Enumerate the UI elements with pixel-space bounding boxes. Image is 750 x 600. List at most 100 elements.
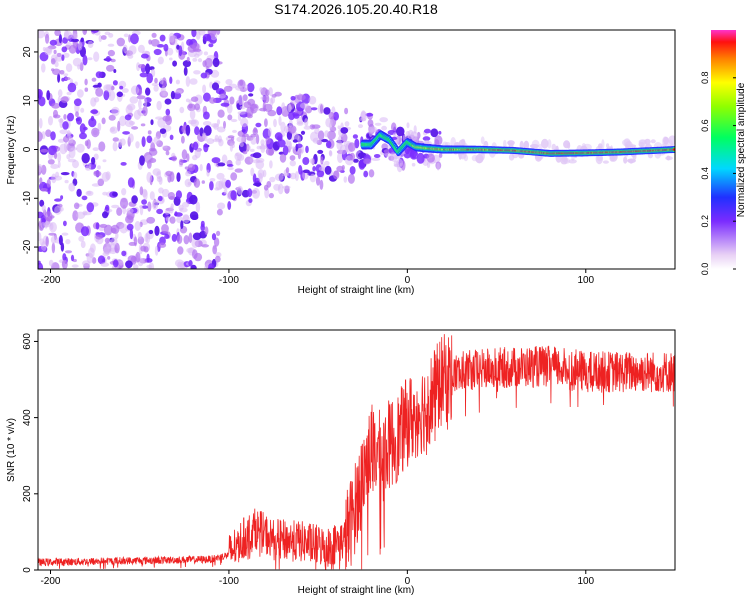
spectrogram-cell: [154, 225, 160, 236]
spectrogram-cell: [270, 96, 276, 104]
spectrogram-cell: [161, 224, 169, 234]
spectrogram-cell: [192, 249, 198, 260]
spectrogram-cell: [192, 141, 199, 151]
spectrogram-cell: [390, 152, 395, 156]
spectrogram-cell: [180, 220, 184, 230]
spectrogram-cell: [268, 192, 274, 199]
spectrogram-cell: [285, 139, 289, 146]
spectrogram-cell: [129, 228, 134, 240]
spectrogram-cell: [348, 142, 356, 152]
spectrogram-cell: [46, 90, 51, 101]
spectrogram-cell: [174, 212, 183, 217]
colorbar-tick-label: 0.0: [700, 263, 710, 276]
spectrogram-cell: [215, 88, 225, 95]
spectrogram-cell: [169, 76, 173, 84]
spectrogram-cell: [187, 163, 196, 172]
colorbar-label: Normalized spectral amplitude: [736, 82, 747, 217]
spectrogram-cell: [250, 133, 257, 138]
spectrogram-cell: [68, 136, 74, 144]
spectrogram-cell: [349, 152, 356, 161]
spectrogram-cell: [551, 143, 557, 151]
spectrogram-cell: [203, 92, 211, 102]
spectrogram-cell: [64, 179, 69, 184]
spectrogram-cell: [319, 104, 324, 114]
colorbar-tick-label: 0.8: [700, 72, 710, 85]
spectrogram-cell: [290, 96, 296, 101]
spectrogram-cell: [72, 57, 82, 67]
spectrogram-cell: [78, 235, 85, 242]
ytick-label: -10: [22, 191, 33, 206]
spectrogram-cell: [256, 145, 262, 150]
ytick-label: -20: [22, 239, 33, 254]
spectrogram-cell: [66, 91, 72, 96]
spectrogram-cell: [327, 130, 336, 140]
spectrogram-cell: [63, 52, 70, 58]
spectrogram-cell: [108, 114, 116, 121]
spectrogram-cell: [50, 235, 57, 244]
spectrogram-cell: [343, 176, 348, 183]
spectrogram-cell: [68, 182, 76, 192]
spectrogram-cell: [627, 158, 636, 164]
spectrogram-cell: [250, 104, 258, 114]
spectrogram-cell: [118, 260, 124, 266]
spectrogram-cell: [324, 165, 332, 175]
snr-xlabel: Height of straight line (km): [298, 585, 415, 596]
spectrogram-cell: [179, 106, 185, 114]
spectrogram-cell: [121, 88, 129, 93]
spectrogram-cell: [165, 108, 171, 116]
spectrogram-cell: [246, 114, 253, 119]
spectrogram-cell: [152, 168, 161, 176]
spectrogram-cell: [288, 119, 293, 128]
spectrogram-cell: [311, 107, 318, 111]
spectrogram-cell: [119, 197, 129, 209]
spectrogram-cell: [235, 85, 243, 91]
spectrogram-cell: [416, 152, 425, 164]
spectrogram-cell: [164, 98, 172, 105]
spectrogram-cell: [312, 137, 319, 144]
spectrogram-cell: [79, 123, 86, 134]
spectrogram-cell: [88, 117, 97, 128]
spectrogram-cell: [91, 30, 99, 33]
spectrogram-cell: [90, 109, 99, 114]
spectrogram-cell: [63, 114, 67, 120]
spectrogram-cell: [582, 143, 592, 151]
spectrogram-cell: [49, 222, 57, 233]
spectrogram-cell: [141, 205, 149, 209]
spectrogram-cell: [62, 253, 67, 261]
spectrogram-cell: [110, 224, 120, 234]
spectrogram-cell: [300, 130, 306, 135]
spectrogram-cell: [79, 132, 87, 140]
spectrogram-cell: [229, 142, 233, 152]
spectrogram-cell: [52, 114, 61, 119]
spectrogram-cell: [130, 85, 140, 95]
spectrogram-cell: [282, 185, 291, 189]
spectrogram-cell: [181, 135, 185, 144]
spectrogram-cell: [463, 154, 469, 162]
spectrogram-cell: [182, 201, 190, 208]
spectrogram-cell: [623, 156, 628, 164]
spectrogram-cell: [328, 112, 335, 120]
spectrogram-cell: [159, 78, 164, 85]
spectrogram-cell: [234, 168, 243, 173]
spectrogram-cell: [227, 114, 233, 121]
colorbar-tick-label: 0.6: [700, 119, 710, 132]
spectrogram-cell: [184, 166, 190, 170]
spectrogram-cell: [263, 184, 269, 191]
spectrogram-cell: [174, 89, 183, 94]
spectrogram-cell: [44, 46, 53, 56]
spectrogram-cell: [119, 223, 128, 234]
colorbar-tick-label: 0.2: [700, 215, 710, 228]
ytick-label: 0: [22, 146, 33, 152]
spectrogram-cell: [192, 57, 198, 62]
spectrogram-cell: [127, 177, 135, 188]
spectrogram-cell: [214, 255, 221, 263]
spectrogram-cell: [90, 115, 95, 122]
spectrogram-cell: [107, 43, 115, 47]
spectrogram-cell: [169, 206, 174, 214]
spectrogram-cell: [214, 134, 219, 141]
spectrogram-cell: [296, 143, 303, 148]
spectrogram-cell: [208, 263, 215, 269]
spectrogram-cell: [125, 215, 134, 224]
snr-frame: [37, 329, 676, 571]
spectrogram-cell: [119, 138, 126, 146]
